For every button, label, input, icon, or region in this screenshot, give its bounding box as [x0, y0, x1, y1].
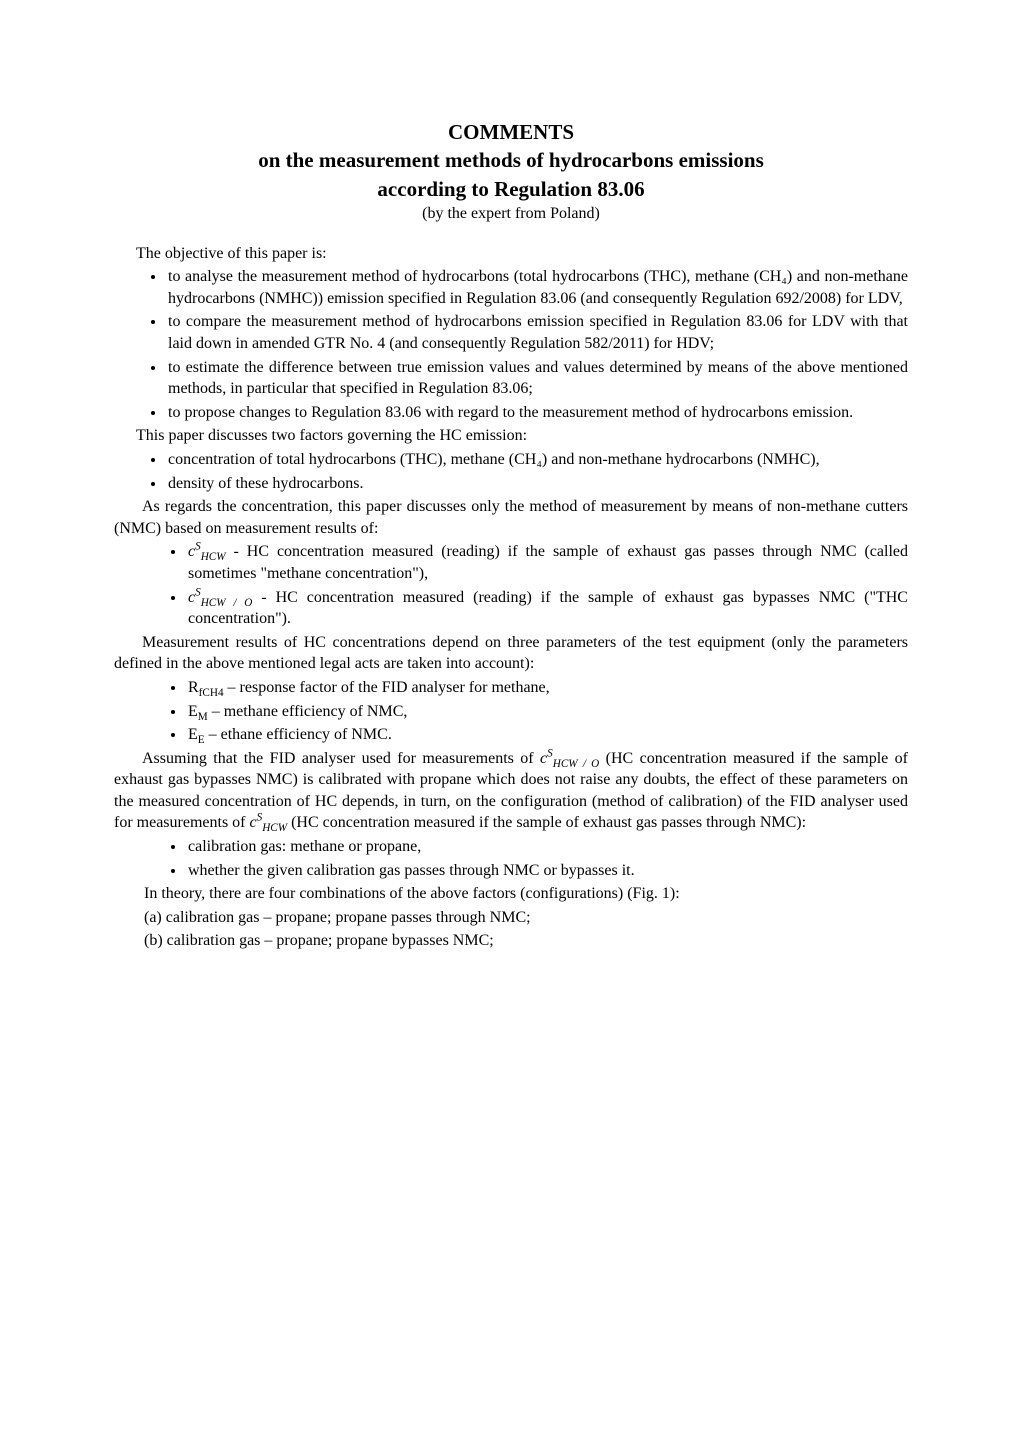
- title-line3: according to Regulation 83.06: [114, 175, 908, 203]
- item-text: – response factor of the FID analyser fo…: [224, 679, 550, 696]
- list-item: to propose changes to Regulation 83.06 w…: [166, 402, 908, 424]
- list-item: cSHCW - HC concentration measured (readi…: [186, 541, 908, 584]
- config-list: calibration gas: methane or propane, whe…: [114, 836, 908, 881]
- theory-block: In theory, there are four combinations o…: [114, 883, 908, 952]
- concentration-list: cSHCW - HC concentration measured (readi…: [114, 541, 908, 629]
- assuming-para: Assuming that the FID analyser used for …: [114, 748, 908, 834]
- letter-item-a: (a) calibration gas – propane; propane p…: [144, 907, 908, 929]
- list-item: EE – ethane efficiency of NMC.: [186, 724, 908, 746]
- symbol-ee: E: [188, 726, 198, 743]
- list-item: whether the given calibration gas passes…: [186, 860, 908, 882]
- symbol-em: E: [188, 703, 198, 720]
- title-line2: on the measurement methods of hydrocarbo…: [114, 146, 908, 174]
- symbol-c-hcw-o: cSHCW / O: [188, 589, 252, 606]
- factors-list: concentration of total hydrocarbons (THC…: [114, 449, 908, 494]
- symbol-c-hcw-inline: cSHCW: [250, 814, 288, 831]
- item-text: – methane efficiency of NMC,: [208, 703, 408, 720]
- item-text: - HC concentration measured (reading) if…: [188, 543, 908, 582]
- symbol-r: R: [188, 679, 199, 696]
- concentration-para: As regards the concentration, this paper…: [114, 496, 908, 539]
- title-block: COMMENTS on the measurement methods of h…: [114, 118, 908, 225]
- factors-intro: This paper discusses two factors governi…: [114, 425, 908, 447]
- list-item: to compare the measurement method of hyd…: [166, 311, 908, 354]
- list-item: calibration gas: methane or propane,: [186, 836, 908, 858]
- list-item: EM – methane efficiency of NMC,: [186, 701, 908, 723]
- objective-intro: The objective of this paper is:: [114, 243, 908, 265]
- list-item: density of these hydrocarbons.: [166, 473, 908, 495]
- title-comments: COMMENTS: [114, 118, 908, 146]
- list-item: concentration of total hydrocarbons (THC…: [166, 449, 908, 471]
- symbol-sub: M: [198, 711, 208, 723]
- letter-item-b: (b) calibration gas – propane; propane b…: [144, 930, 908, 952]
- list-item: to estimate the difference between true …: [166, 357, 908, 400]
- parameters-list: RfCH4 – response factor of the FID analy…: [114, 677, 908, 746]
- symbol-c-hcw: cSHCW: [188, 543, 226, 560]
- theory-line: In theory, there are four combinations o…: [144, 883, 908, 905]
- symbol-sub: fCH4: [199, 687, 224, 699]
- objective-list: to analyse the measurement method of hyd…: [114, 266, 908, 423]
- list-item: cSHCW / O - HC concentration measured (r…: [186, 587, 908, 630]
- item-text: – ethane efficiency of NMC.: [205, 726, 392, 743]
- list-item: RfCH4 – response factor of the FID analy…: [186, 677, 908, 699]
- assuming-before: Assuming that the FID analyser used for …: [142, 750, 540, 767]
- symbol-sub: E: [198, 734, 205, 746]
- assuming-after: (HC concentration measured if the sample…: [287, 814, 806, 831]
- byline: (by the expert from Poland): [114, 203, 908, 225]
- symbol-c-hcw-o-inline: cSHCW / O: [540, 750, 599, 767]
- parameters-para: Measurement results of HC concentrations…: [114, 632, 908, 675]
- list-item: to analyse the measurement method of hyd…: [166, 266, 908, 309]
- item-text: - HC concentration measured (reading) if…: [188, 589, 908, 628]
